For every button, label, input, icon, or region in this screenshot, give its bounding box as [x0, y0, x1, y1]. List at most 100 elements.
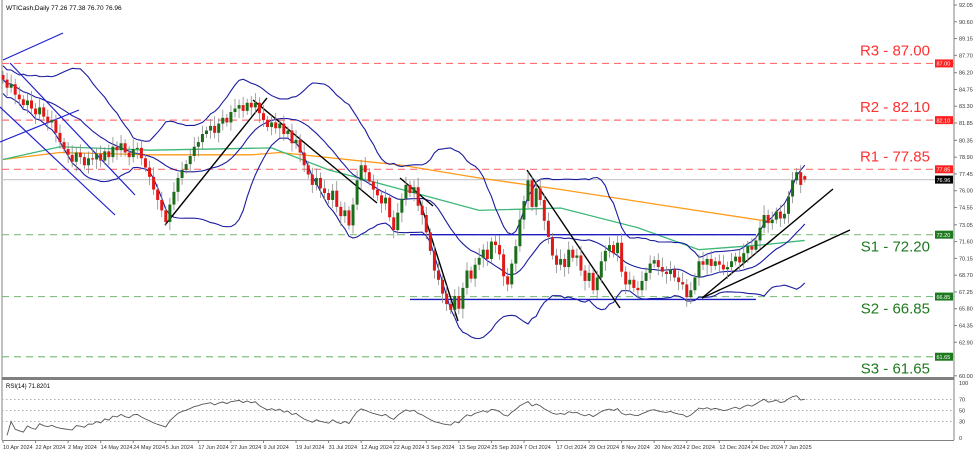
- candle-bear: [420, 205, 424, 215]
- candle-bear: [542, 199, 546, 221]
- candle-bull: [294, 139, 298, 144]
- candle-bear: [555, 255, 559, 265]
- candle-bear: [624, 271, 628, 285]
- candle-bull: [359, 165, 363, 181]
- candle-bear: [115, 146, 119, 151]
- candle-bear: [274, 122, 278, 129]
- candle-bull: [587, 272, 591, 281]
- candle-bear: [127, 152, 131, 158]
- candle-bull: [131, 149, 135, 158]
- candle-bull: [351, 204, 355, 226]
- candle-bear: [156, 189, 160, 200]
- candle-bull: [616, 242, 620, 254]
- candle-bear: [266, 120, 270, 128]
- candle-bull: [762, 214, 766, 228]
- candle-bear: [5, 79, 9, 88]
- candle-bear: [54, 120, 58, 133]
- y-tick-label: 87.70: [959, 53, 973, 59]
- level-tag-text: 87.00: [937, 62, 951, 68]
- bollinger-band-upper: [2, 65, 806, 258]
- candle-bull: [770, 219, 774, 224]
- y-tick-label: 67.25: [959, 290, 973, 296]
- candle-bear: [620, 242, 624, 272]
- candle-bear: [799, 172, 803, 185]
- trendline: [701, 188, 834, 299]
- candle-bear: [152, 176, 156, 190]
- candle-bear: [347, 210, 351, 226]
- candle-bear: [685, 284, 689, 298]
- candle-bull: [237, 105, 241, 109]
- candle-bull: [795, 172, 799, 181]
- candle-bear: [530, 180, 534, 207]
- level-label-r2: R2 - 82.10: [860, 99, 930, 116]
- candle-bull: [640, 280, 644, 291]
- candle-bear: [139, 147, 143, 159]
- candle-bear: [34, 108, 38, 115]
- y-tick-label: 76.00: [959, 189, 973, 195]
- candle-bear: [493, 241, 497, 246]
- y-tick-label: 68.70: [959, 273, 973, 279]
- y-tick-label: 64.35: [959, 323, 973, 329]
- y-tick-label: 80.35: [959, 138, 973, 144]
- candle-bull: [196, 142, 200, 147]
- candle-bear: [164, 210, 168, 222]
- candle-bull: [693, 277, 697, 291]
- x-tick-label: 5 Jun 2024: [166, 445, 193, 451]
- candle-bear: [673, 269, 677, 278]
- current-price-tag-text: 76.96: [937, 178, 951, 184]
- candle-bear: [416, 187, 420, 206]
- candle-bear: [498, 245, 502, 255]
- x-tick-label: 2 May 2024: [68, 445, 97, 451]
- candle-bear: [107, 151, 111, 158]
- level-tag-r3: [935, 59, 953, 68]
- candle-bear: [538, 188, 542, 200]
- candle-bull: [730, 261, 734, 268]
- candle-bear: [388, 197, 392, 218]
- x-tick-label: 8 Nov 2024: [622, 445, 650, 451]
- rsi-line: [6, 395, 805, 436]
- trendline: [701, 229, 851, 299]
- candle-bull: [526, 180, 530, 202]
- candle-bear: [636, 287, 640, 291]
- candle-bear: [550, 236, 554, 256]
- candle-bear: [750, 246, 754, 250]
- y-tick-label: 92.05: [959, 3, 973, 9]
- candle-bull: [522, 201, 526, 220]
- candle-bull: [782, 213, 786, 219]
- level-tag-s1: [935, 230, 953, 239]
- x-tick-label: 13 Sep 2024: [459, 445, 490, 451]
- candle-bear: [428, 232, 432, 251]
- candle-bear: [17, 94, 21, 100]
- candle-bull: [384, 197, 388, 204]
- candle-bear: [339, 206, 343, 217]
- x-tick-label: 22 Aug 2024: [394, 445, 425, 451]
- candle-bull: [489, 241, 493, 259]
- candle-bear: [632, 279, 636, 288]
- candle-bull: [192, 146, 196, 156]
- candle-bull: [400, 198, 404, 213]
- candle-bull: [135, 147, 139, 150]
- candle-bear: [1, 74, 5, 80]
- candle-bull: [697, 261, 701, 278]
- candle-bull: [559, 258, 563, 265]
- candle-bull: [86, 158, 90, 166]
- level-tag-r1: [935, 165, 953, 174]
- trendline: [164, 97, 268, 226]
- candle-bear: [660, 267, 664, 272]
- candle-bear: [563, 258, 567, 268]
- candle-bull: [25, 100, 29, 106]
- candle-bull: [754, 240, 758, 250]
- candle-bull: [209, 125, 213, 131]
- candle-bull: [95, 153, 99, 160]
- level-tag-text: 72.20: [937, 233, 951, 239]
- candle-bear: [213, 125, 217, 133]
- candle-bear: [91, 158, 95, 160]
- candle-bear: [432, 250, 436, 271]
- candle-bull: [253, 102, 257, 108]
- candle-bull: [787, 196, 791, 214]
- candle-bear: [656, 260, 660, 268]
- candle-bull: [648, 263, 652, 273]
- candle-bear: [298, 139, 302, 153]
